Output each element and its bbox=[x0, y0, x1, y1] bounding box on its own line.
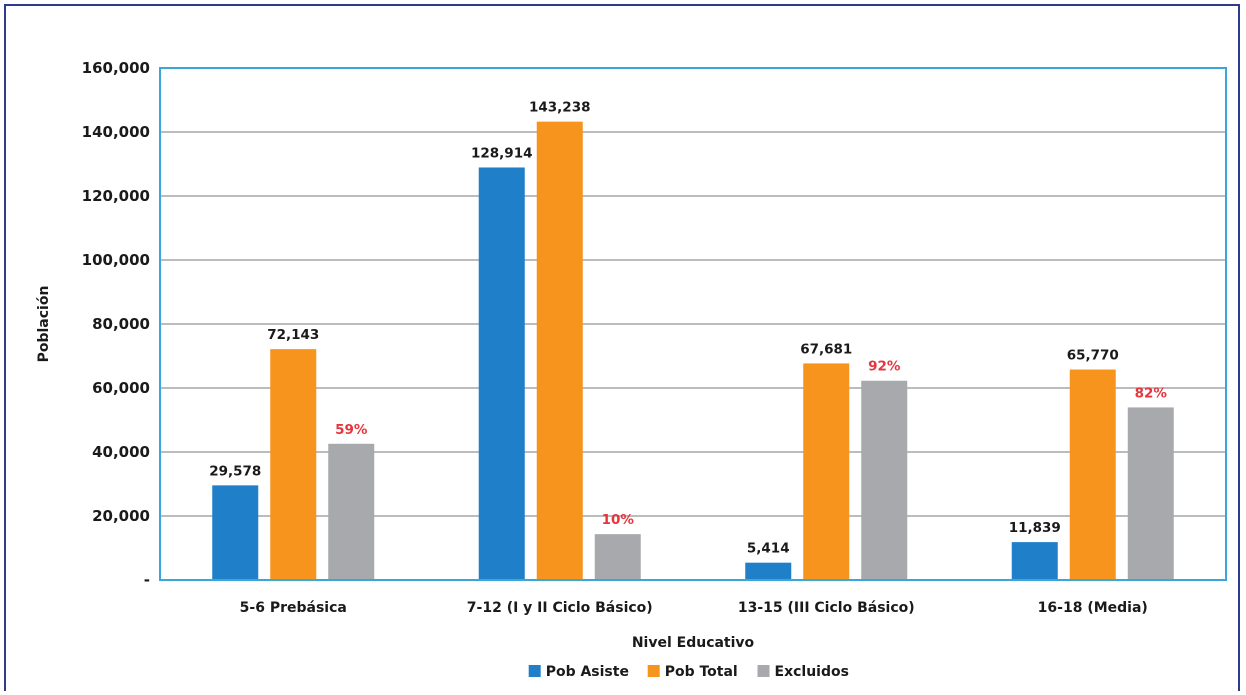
bar-pob-asiste bbox=[745, 562, 792, 580]
y-tick-label: 140,000 bbox=[82, 123, 150, 141]
y-tick-label: 120,000 bbox=[82, 187, 150, 205]
y-tick-label: 20,000 bbox=[92, 507, 150, 525]
legend: Pob Asiste Pob Total Excluidos bbox=[528, 664, 849, 680]
y-tick-label: 60,000 bbox=[92, 379, 150, 397]
bar-pob-asiste bbox=[212, 485, 259, 580]
bar-pob-asiste bbox=[1011, 542, 1058, 580]
x-tick-label: 5-6 Prebásica bbox=[240, 600, 347, 616]
legend-label: Pob Total bbox=[665, 664, 738, 680]
data-label: 67,681 bbox=[800, 341, 852, 357]
x-axis-title: Nivel Educativo bbox=[632, 635, 755, 651]
y-tick-label: 80,000 bbox=[92, 315, 150, 333]
bar-pob-asiste bbox=[478, 167, 525, 580]
bar-pob-total bbox=[270, 349, 317, 580]
y-tick-label: 100,000 bbox=[82, 251, 150, 269]
x-tick-label: 13-15 (III Ciclo Básico) bbox=[738, 600, 915, 616]
data-label: 59% bbox=[335, 422, 368, 438]
data-label: 128,914 bbox=[471, 145, 533, 161]
labels: - 20,000 40,000 60,000 80,000 100,000 120,000 1… bbox=[82, 59, 1168, 616]
data-label: 5,414 bbox=[747, 541, 790, 557]
bar-excluidos bbox=[1127, 407, 1174, 580]
legend-label: Pob Asiste bbox=[546, 664, 629, 680]
data-label: 143,238 bbox=[529, 100, 591, 116]
y-tick-label: 160,000 bbox=[82, 59, 150, 77]
data-label: 11,839 bbox=[1009, 520, 1061, 536]
bar-pob-total bbox=[803, 363, 850, 580]
chart-frame bbox=[4, 4, 1240, 691]
legend-label: Excluidos bbox=[775, 664, 849, 680]
plot-area-border bbox=[159, 67, 1227, 581]
x-tick-label: 7-12 (I y II Ciclo Básico) bbox=[467, 600, 653, 616]
axis-titles: Población Nivel Educativo bbox=[36, 286, 755, 651]
bar-pob-total bbox=[1069, 369, 1116, 580]
legend-swatch bbox=[757, 665, 770, 677]
y-tick-label: 40,000 bbox=[92, 443, 150, 461]
data-label: 92% bbox=[868, 359, 901, 375]
legend-swatch bbox=[528, 665, 541, 677]
data-label: 72,143 bbox=[267, 327, 319, 343]
y-axis-title: Población bbox=[36, 286, 52, 363]
grid-lines bbox=[160, 131, 1226, 517]
y-tick-label: - bbox=[144, 571, 150, 589]
bar-excluidos bbox=[861, 380, 908, 580]
data-label: 10% bbox=[602, 512, 635, 528]
bar-excluidos bbox=[328, 443, 375, 580]
data-label: 65,770 bbox=[1067, 348, 1119, 364]
legend-swatch bbox=[647, 665, 660, 677]
bar-excluidos bbox=[594, 534, 641, 580]
x-tick-label: 16-18 (Media) bbox=[1038, 600, 1148, 616]
bars bbox=[212, 121, 1174, 580]
data-label: 82% bbox=[1135, 385, 1168, 401]
data-label: 29,578 bbox=[209, 463, 261, 479]
bar-pob-total bbox=[536, 121, 583, 580]
